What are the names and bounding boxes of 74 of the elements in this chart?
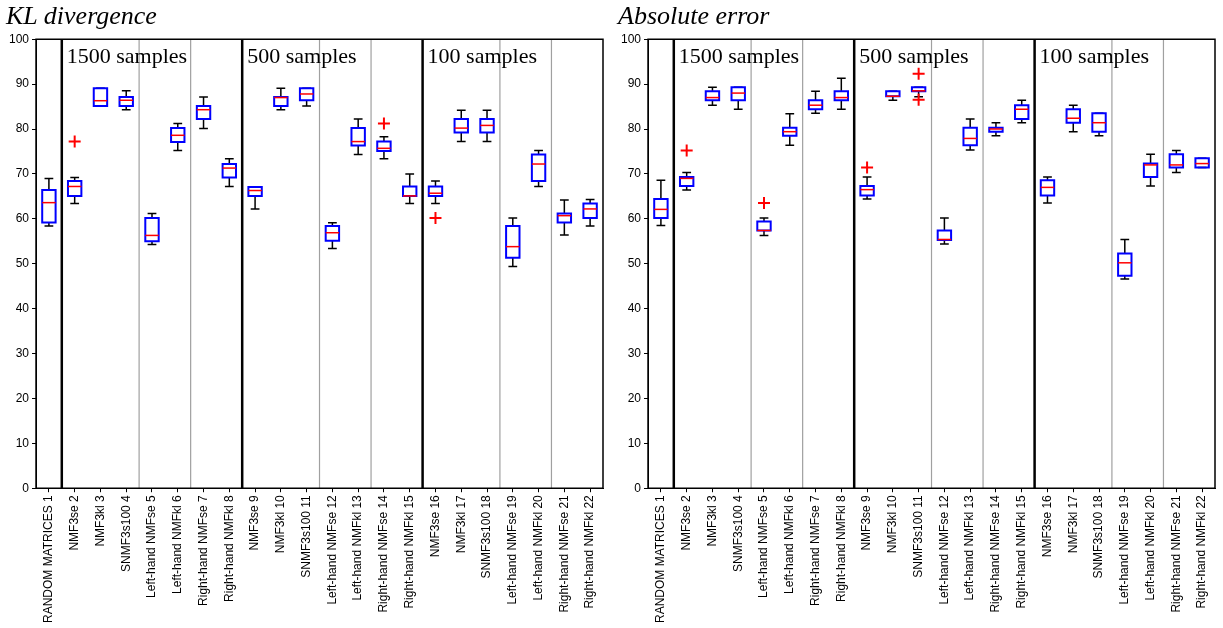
x-tick-label: Right-hand NMFse 14 xyxy=(376,494,391,613)
x-tick-label: Right-hand NMFkl 8 xyxy=(833,494,848,602)
y-tick-label: 0 xyxy=(634,480,642,495)
y-tick-label: 80 xyxy=(627,121,642,136)
x-tick-label: NMF3kl 17 xyxy=(453,494,468,554)
x-tick-label: NMF3se 2 xyxy=(66,494,81,551)
x-tick-label: Left-hand NMFkl 6 xyxy=(170,494,185,594)
y-tick-label: 30 xyxy=(627,345,642,360)
x-tick-label: NMF3kl 3 xyxy=(92,494,107,547)
x-tick-label: Left-hand NMFkl 6 xyxy=(782,494,797,594)
y-tick-label: 100 xyxy=(8,31,30,46)
y-tick-label: 10 xyxy=(627,435,642,450)
x-tick-label: RANDOM MATRICES 1 xyxy=(41,494,56,624)
x-tick-label: Left-hand NMFse 5 xyxy=(756,494,771,598)
x-tick-label: Right-hand NMFse 14 xyxy=(988,494,1003,613)
x-tick-label: NMF3kl 10 xyxy=(273,494,288,554)
x-tick-label: Right-hand NMFse 7 xyxy=(807,494,822,606)
x-tick-label: Left-hand NMFkl 20 xyxy=(530,494,545,601)
x-tick-label: SNMF3s100 18 xyxy=(479,494,494,579)
x-tick-label: Left-hand NMFse 19 xyxy=(505,494,520,605)
x-tick-label: SNMF3s100 18 xyxy=(1091,494,1106,579)
y-tick-label: 0 xyxy=(22,480,30,495)
x-tick-label: Right-hand NMFse 21 xyxy=(1168,494,1183,613)
x-tick-label: RANDOM MATRICES 1 xyxy=(653,494,668,624)
y-tick-label: 90 xyxy=(15,76,30,91)
x-tick-label: Left-hand NMFse 19 xyxy=(1117,494,1132,605)
annotation: 100 samples xyxy=(1039,43,1149,69)
x-tick-label: NMF3kl 3 xyxy=(704,494,719,547)
chart-title: Absolute error xyxy=(616,1,771,31)
y-tick-label: 60 xyxy=(627,211,642,226)
y-tick-label: 60 xyxy=(15,211,30,226)
x-tick-label: NMF3se 9 xyxy=(247,494,262,551)
x-tick-label: Left-hand NMFkl 13 xyxy=(350,494,365,601)
y-tick-label: 90 xyxy=(627,76,642,91)
x-tick-label: Right-hand NMFse 7 xyxy=(195,494,210,606)
x-tick-label: NMF3se 16 xyxy=(1039,494,1054,558)
x-tick-label: Right-hand NMFkl 15 xyxy=(402,494,417,609)
y-tick-label: 30 xyxy=(15,345,30,360)
x-tick-label: NMF3kl 17 xyxy=(1065,494,1080,554)
chart-title: KL divergence xyxy=(5,1,157,31)
annotation: 500 samples xyxy=(859,43,969,69)
x-tick-label: SNMF3s100 4 xyxy=(118,494,133,572)
x-tick-label: Right-hand NMFkl 8 xyxy=(221,494,236,602)
x-tick-label: Right-hand NMFkl 22 xyxy=(1194,494,1209,609)
y-tick-label: 50 xyxy=(15,256,30,271)
x-tick-label: SNMF3s100 4 xyxy=(730,494,745,572)
x-tick-label: Right-hand NMFkl 22 xyxy=(582,494,597,609)
y-tick-label: 100 xyxy=(620,31,642,46)
x-tick-label: Left-hand NMFkl 20 xyxy=(1142,494,1157,601)
annotation: 500 samples xyxy=(247,43,357,69)
annotation: 100 samples xyxy=(427,43,537,69)
x-tick-label: NMF3se 9 xyxy=(859,494,874,551)
x-tick-label: Left-hand NMFse 12 xyxy=(936,494,951,605)
annotation: 1500 samples xyxy=(678,43,800,69)
x-tick-label: Left-hand NMFkl 13 xyxy=(962,494,977,601)
x-tick-label: NMF3kl 10 xyxy=(885,494,900,554)
annotation: 1500 samples xyxy=(66,43,188,69)
y-tick-label: 80 xyxy=(15,121,30,136)
x-tick-label: Right-hand NMFse 21 xyxy=(556,494,571,613)
y-tick-label: 70 xyxy=(15,166,30,181)
x-tick-label: SNMF3s100 11 xyxy=(298,494,313,578)
y-tick-label: 40 xyxy=(627,300,642,315)
y-tick-label: 20 xyxy=(15,390,30,405)
y-tick-label: 50 xyxy=(627,256,642,271)
x-tick-label: Left-hand NMFse 5 xyxy=(144,494,159,598)
y-tick-label: 20 xyxy=(627,390,642,405)
x-tick-label: NMF3se 16 xyxy=(427,494,442,558)
y-tick-label: 70 xyxy=(627,166,642,181)
x-tick-label: Left-hand NMFse 12 xyxy=(324,494,339,605)
y-tick-label: 40 xyxy=(15,300,30,315)
x-tick-label: Right-hand NMFkl 15 xyxy=(1014,494,1029,609)
x-tick-label: NMF3se 2 xyxy=(678,494,693,551)
x-tick-label: SNMF3s100 11 xyxy=(910,494,925,578)
y-tick-label: 10 xyxy=(15,435,30,450)
